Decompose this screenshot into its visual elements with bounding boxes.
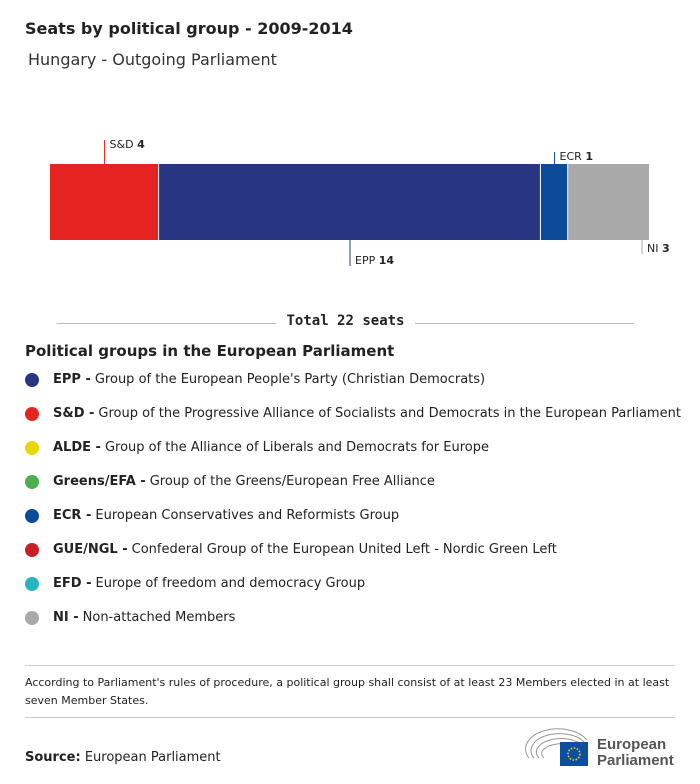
legend-item: NI - Non-attached Members <box>25 610 235 625</box>
legend-name: Group of the Greens/European Free Allian… <box>149 474 435 489</box>
parliament-hemicycle-icon: European Parliament <box>525 728 674 769</box>
source: Source: European Parliament <box>25 750 221 765</box>
data-label: EPP 14 <box>355 254 394 267</box>
legend-dot <box>25 372 39 387</box>
bar-ni <box>568 164 649 240</box>
legend-dot <box>25 576 39 591</box>
total-label: Total 22 seats <box>276 313 415 329</box>
legend-item: ALDE - Group of the Alliance of Liberals … <box>25 440 489 455</box>
data-label: S&D 4 <box>110 138 146 151</box>
legend-item: GUE/NGL - Confederal Group of the Europea… <box>25 542 557 557</box>
legend-abbr: ECR - <box>53 508 92 523</box>
total-seats: Total 22 seats <box>57 313 634 333</box>
legend-name: Europe of freedom and democracy Group <box>95 576 366 591</box>
legend-dot <box>25 406 39 421</box>
legend-name: Confederal Group of the European United … <box>131 542 557 557</box>
legend-abbr: EPP - <box>53 372 91 387</box>
bar-epp <box>159 164 540 240</box>
legend-abbr: Greens/EFA - <box>53 474 146 489</box>
legend-dot <box>25 440 39 455</box>
source-label: Source: <box>25 750 81 765</box>
legend-dot <box>25 508 39 523</box>
bar-ecr <box>540 164 568 240</box>
legend-abbr: S&D - <box>53 406 95 421</box>
bar-sd <box>50 164 159 240</box>
legend-item: EFD - Europe of freedom and democracy Gro… <box>25 576 365 591</box>
data-label: NI 3 <box>647 242 670 255</box>
legend-dot <box>25 542 39 557</box>
chart-title: Seats by political group - 2009-2014 <box>25 19 353 38</box>
legend-title: Political groups in the European Parliam… <box>25 342 395 360</box>
legend-dot <box>25 474 39 489</box>
source-value: European Parliament <box>84 750 221 765</box>
legend-name: Group of the Alliance of Liberals and De… <box>104 440 489 455</box>
seat-bar-chart: S&D 4 EPP 14 ECR 1 NI 3 <box>50 138 670 267</box>
chart-subtitle: Hungary - Outgoing Parliament <box>28 50 277 69</box>
legend-abbr: EFD - <box>53 576 92 591</box>
legend-dot <box>25 610 39 625</box>
legend-abbr: GUE/NGL - <box>53 542 128 557</box>
legend-item: S&D - Group of the Progressive Alliance o… <box>25 406 681 421</box>
european-parliament-logo: European Parliament <box>525 728 695 769</box>
data-label: ECR 1 <box>560 150 593 163</box>
legend-item: EPP - Group of the European People's Part… <box>25 372 485 387</box>
svg-text:European: European <box>597 736 666 753</box>
footnote: According to Parliament's rules of proce… <box>25 676 670 707</box>
legend-item: ECR - European Conservatives and Reformis… <box>25 508 399 523</box>
legend-name: Non-attached Members <box>82 610 236 625</box>
legend-item: Greens/EFA - Group of the Greens/European… <box>25 474 435 489</box>
legend-abbr: NI - <box>53 610 79 625</box>
legend-name: Group of the Progressive Alliance of Soc… <box>98 406 681 421</box>
divider <box>25 717 675 718</box>
svg-text:Parliament: Parliament <box>597 752 674 768</box>
legend-abbr: ALDE - <box>53 440 101 455</box>
legend-name: Group of the European People's Party (Ch… <box>94 372 486 387</box>
legend-name: European Conservatives and Reformists Gr… <box>95 508 400 523</box>
divider <box>25 665 675 666</box>
